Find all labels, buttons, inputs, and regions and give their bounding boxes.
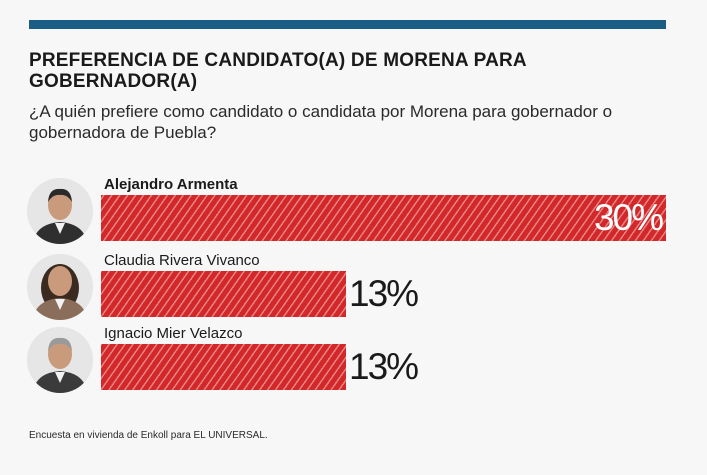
bar: [101, 195, 666, 241]
category-label: Claudia Rivera Vivanco: [104, 252, 260, 269]
source-footnote: Encuesta en vivienda de Enkoll para EL U…: [29, 430, 268, 441]
candidate-portrait-icon: [27, 254, 93, 320]
data-label: 13%: [349, 273, 419, 314]
bar: [101, 344, 346, 390]
category-label: Ignacio Mier Velazco: [104, 325, 243, 342]
bar-row: Claudia Rivera Vivanco 13%: [0, 252, 707, 324]
data-label: 30%: [593, 197, 664, 238]
candidate-portrait-icon: [27, 178, 93, 244]
data-label: 13%: [349, 346, 419, 387]
chart-title: PREFERENCIA DE CANDIDATO(A) DE MORENA PA…: [29, 50, 527, 92]
category-label: Alejandro Armenta: [104, 176, 238, 193]
candidate-portrait-icon: [27, 327, 93, 393]
top-accent-rule: [29, 20, 666, 29]
chart-subtitle: ¿A quién prefiere como candidato o candi…: [29, 102, 613, 142]
bar-row: Ignacio Mier Velazco 13%: [0, 325, 707, 397]
bar-row: Alejandro Armenta 30%: [0, 176, 707, 248]
bar: [101, 271, 346, 317]
